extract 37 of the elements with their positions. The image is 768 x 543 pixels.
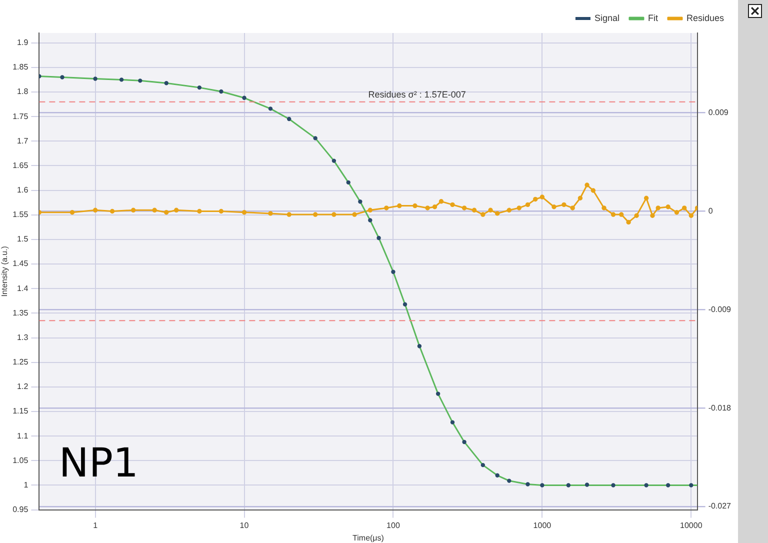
y-tick-label: 1.75: [12, 112, 29, 121]
y-tick-label: 1.7: [17, 136, 29, 146]
annotation: NP1: [58, 440, 138, 486]
annotation: Residues σ² : 1.57E-007: [368, 90, 466, 100]
y2-tick-label: -0.018: [708, 403, 732, 412]
y-tick-label: 1.05: [12, 456, 29, 465]
y-tick-label: 1.35: [12, 308, 29, 318]
y-tick-label: 0.95: [12, 505, 29, 514]
y-tick-label: 1.45: [12, 259, 29, 268]
y-tick-label: 1: [24, 480, 29, 490]
x-axis-title: Time(μs): [352, 533, 384, 542]
x-tick-label: 1000: [533, 520, 552, 530]
y-tick-label: 1.15: [12, 406, 29, 416]
y-tick-label: 1.65: [12, 160, 29, 170]
y2-tick-label: -0.027: [708, 502, 732, 511]
y-tick-label: 1.9: [17, 38, 29, 48]
y-tick-label: 1.55: [12, 210, 29, 220]
y2-tick-label: 0: [708, 206, 714, 216]
y-tick-label: 1.25: [12, 358, 29, 367]
legend-label: Signal: [594, 12, 620, 23]
y2-tick-label: 0.009: [708, 108, 729, 118]
legend-label: Residues: [686, 12, 724, 23]
y-tick-label: 1.6: [17, 186, 29, 194]
x-tick-label: 10000: [680, 520, 703, 530]
y2-tick-label: -0.009: [708, 304, 732, 314]
y-tick-label: 1.4: [17, 284, 29, 293]
y-tick-label: 1.8: [17, 87, 29, 96]
x-tick-label: 1: [93, 520, 98, 530]
y-tick-label: 1.5: [17, 234, 29, 244]
x-tick-label: 100: [386, 520, 400, 530]
y-tick-label: 1.3: [17, 332, 29, 342]
y-tick-label: 1.1: [17, 431, 29, 440]
x-tick-label: 10: [240, 520, 250, 530]
legend-label: Fit: [648, 12, 658, 23]
y-axis-title: Intensity (a.u.): [0, 246, 10, 297]
y-tick-label: 1.85: [12, 62, 29, 72]
y-tick-label: 1.2: [17, 382, 29, 392]
